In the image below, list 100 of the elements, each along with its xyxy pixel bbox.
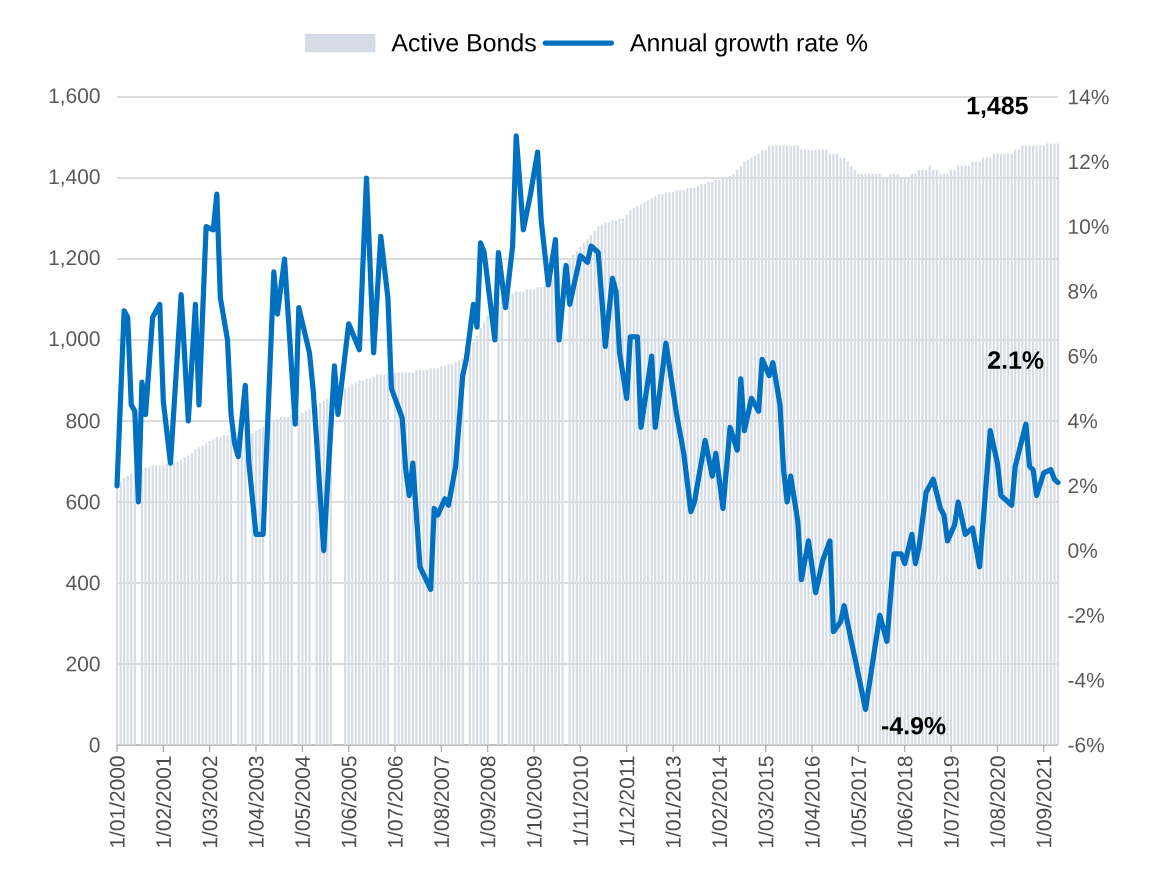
bar <box>158 465 161 745</box>
x-tick-label: 1/12/2011 <box>619 756 635 846</box>
x-tick-label: 1/02/2001 <box>155 756 172 847</box>
bar <box>361 380 365 745</box>
bar <box>946 173 949 745</box>
bar <box>372 376 375 745</box>
x-tick-label: 1/10/2009 <box>526 756 542 847</box>
bar <box>258 429 261 745</box>
x-tick-label: 1/11/2010 <box>572 756 589 846</box>
y-tick-label: 1,600 <box>49 88 100 106</box>
x-tick-label: 1/01/2013 <box>665 756 681 847</box>
bar <box>522 291 525 745</box>
legend-label: Active Bonds <box>391 33 536 52</box>
y2-tick-label: 6% <box>1068 348 1098 364</box>
bar <box>197 447 201 745</box>
bar <box>643 202 646 745</box>
bar <box>144 467 147 745</box>
bar <box>379 374 382 745</box>
annotation: 2.1% <box>988 351 1044 369</box>
y2-tick-label: -6% <box>1068 737 1104 753</box>
x-tick-label: 1/03/2015 <box>758 756 774 847</box>
bar <box>304 410 308 745</box>
bar <box>172 461 176 745</box>
y2-tick-label: -2% <box>1068 608 1104 623</box>
bar <box>351 384 354 745</box>
bar <box>864 173 867 745</box>
y2-tick-label: 0% <box>1068 543 1098 558</box>
y2-tick-label: 8% <box>1068 283 1098 299</box>
y-tick-label: 200 <box>66 656 100 672</box>
y2-tick-label: 4% <box>1068 413 1098 429</box>
bar <box>162 465 165 745</box>
y-tick-label: 1,200 <box>49 250 100 268</box>
bar <box>176 461 179 745</box>
bar <box>119 481 122 745</box>
y-tick-label: 400 <box>66 575 100 591</box>
y2-tick-label: -4% <box>1068 672 1104 688</box>
bar <box>126 475 129 745</box>
bar <box>543 285 546 745</box>
x-tick-label: 1/08/2007 <box>433 756 450 847</box>
bar <box>775 145 778 745</box>
bar <box>283 416 286 745</box>
bar <box>386 372 389 745</box>
bar <box>194 449 197 745</box>
bar <box>201 445 204 745</box>
bar <box>397 372 400 745</box>
y-tick-label: 1,400 <box>49 169 100 187</box>
x-tick-label: 1/05/2017 <box>850 756 867 847</box>
x-tick-label: 1/09/2021 <box>1036 756 1052 847</box>
bar <box>757 153 760 745</box>
bar <box>229 435 233 745</box>
x-tick-label: 1/04/2003 <box>248 756 264 847</box>
bar <box>383 374 386 745</box>
bar <box>151 465 154 745</box>
bar <box>187 455 190 745</box>
bar <box>978 161 981 745</box>
bar <box>344 388 347 745</box>
bar <box>832 153 835 745</box>
x-tick-label: 1/04/2016 <box>804 756 820 847</box>
x-tick-label: 1/02/2014 <box>711 756 728 847</box>
bar <box>368 378 372 745</box>
bar <box>839 157 842 745</box>
bar <box>1053 143 1056 745</box>
bar <box>486 315 489 745</box>
bar <box>183 457 186 745</box>
annotation: -4.9% <box>882 716 946 735</box>
bar <box>301 412 304 745</box>
bar <box>279 416 283 745</box>
bar <box>525 289 529 745</box>
bar <box>358 380 361 745</box>
y2-tick-label: 12% <box>1069 154 1109 170</box>
bar <box>807 149 810 745</box>
bar <box>1056 143 1060 745</box>
legend-label: Annual growth rate % <box>629 33 868 57</box>
bar <box>422 370 425 745</box>
bar <box>668 192 671 745</box>
x-tick-label: 1/01/2000 <box>109 756 125 847</box>
x-tick-label: 1/07/2006 <box>387 756 403 847</box>
bar <box>212 439 215 745</box>
bar <box>532 289 536 745</box>
bar <box>347 386 350 745</box>
x-tick-label: 1/09/2008 <box>480 756 496 847</box>
bar <box>165 463 169 745</box>
bar <box>750 157 753 745</box>
bar <box>169 463 172 745</box>
bar <box>611 220 614 745</box>
y-tick-label: 1,000 <box>49 331 100 349</box>
x-tick-label: 1/06/2005 <box>341 756 357 847</box>
bar <box>308 408 311 745</box>
bar <box>500 297 504 745</box>
bar <box>365 378 368 745</box>
y-tick-label: 600 <box>66 494 100 510</box>
y2-tick-label: 14% <box>1069 89 1109 105</box>
x-tick-label: 1/03/2002 <box>202 756 218 847</box>
y-tick-label: 0 <box>89 737 100 753</box>
bar <box>286 416 290 745</box>
bar <box>693 188 696 745</box>
bar <box>529 289 532 745</box>
bar <box>219 437 222 745</box>
y2-tick-label: 2% <box>1068 478 1098 494</box>
y2-tick-label: 10% <box>1069 219 1109 234</box>
